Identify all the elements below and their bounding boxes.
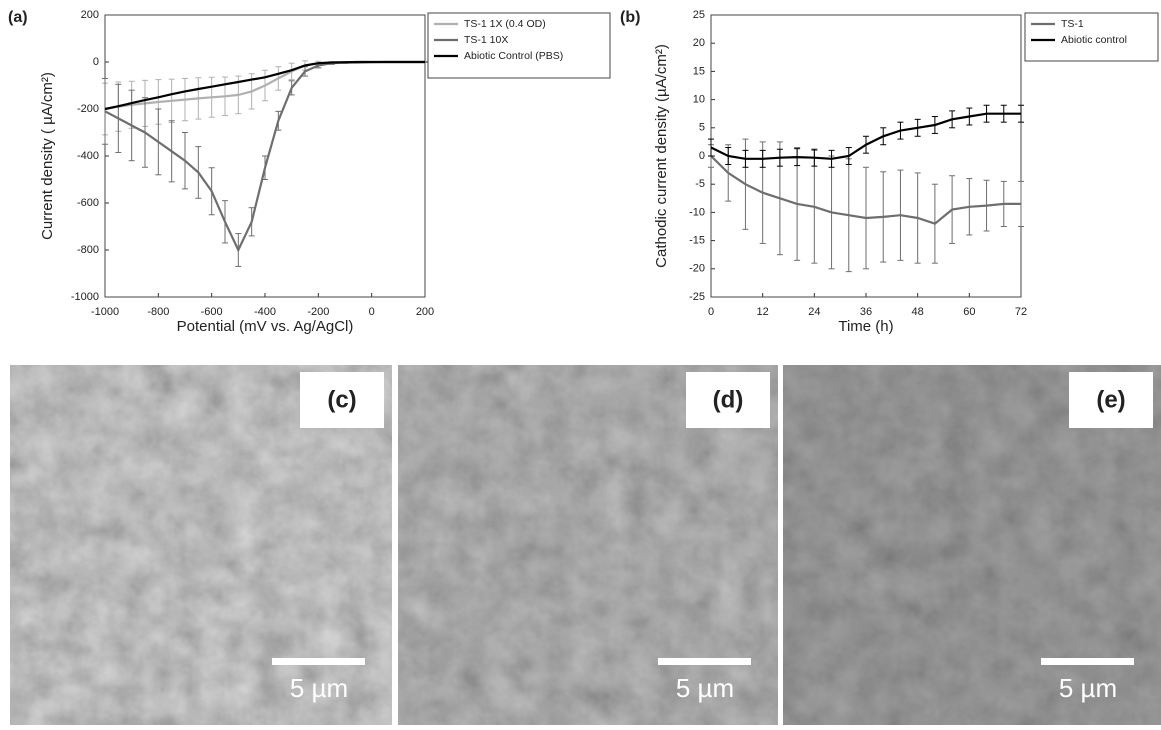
x-tick-label: 0	[708, 306, 714, 318]
y-tick-label: -25	[689, 291, 705, 303]
x-tick-label: 36	[860, 306, 872, 318]
y-tick-label: -1000	[71, 291, 99, 303]
legend-label: TS-1	[1061, 18, 1084, 30]
y-tick-label: -600	[77, 197, 99, 209]
panel-label-box	[300, 372, 384, 428]
y-tick-label: 5	[699, 122, 705, 134]
y-axis-label: Cathodic current density (µA/cm²)	[653, 44, 670, 268]
scale-label: 5 µm	[290, 673, 348, 703]
legend-label: Abiotic control	[1061, 34, 1127, 46]
x-axis-label: Potential (mV vs. Ag/AgCl)	[177, 318, 354, 335]
x-axis-label: Time (h)	[838, 318, 893, 335]
plot-frame	[104, 14, 426, 298]
series-line	[710, 155, 1021, 225]
y-axis-label: Current density ( µA/cm²)	[39, 72, 56, 240]
x-tick-label: 0	[369, 306, 375, 318]
scale-label: 5 µm	[1059, 673, 1117, 703]
legend-label: TS-1 1X (0.4 OD)	[464, 18, 546, 30]
x-tick-label: 48	[912, 306, 924, 318]
panel-label: (b)	[620, 9, 640, 26]
y-tick-label: 25	[693, 9, 705, 21]
panel-label: (c)	[327, 386, 356, 413]
y-tick-label: 10	[693, 94, 705, 106]
x-tick-label: -400	[254, 306, 276, 318]
y-tick-label: -15	[689, 235, 705, 247]
panel-label: (d)	[713, 386, 744, 413]
y-tick-label: -400	[77, 150, 99, 162]
x-tick-label: 200	[416, 306, 434, 318]
x-tick-label: 12	[757, 306, 769, 318]
x-tick-label: -1000	[91, 306, 119, 318]
panel-label: (a)	[8, 9, 28, 26]
panel-label-box	[686, 372, 770, 428]
x-tick-label: -600	[201, 306, 223, 318]
x-tick-label: -200	[307, 306, 329, 318]
scale-bar	[658, 658, 751, 665]
y-tick-label: -5	[695, 178, 705, 190]
legend-box	[427, 12, 611, 79]
x-tick-label: -800	[147, 306, 169, 318]
x-tick-label: 24	[808, 306, 820, 318]
scale-bar	[272, 658, 365, 665]
y-tick-label: 15	[693, 65, 705, 77]
y-tick-label: -200	[77, 103, 99, 115]
y-tick-label: -800	[77, 244, 99, 256]
legend-label: Abiotic Control (PBS)	[464, 50, 563, 62]
y-tick-label: -20	[689, 263, 705, 275]
y-tick-label: -10	[689, 206, 705, 218]
legend-box	[1024, 12, 1159, 62]
series-line	[104, 60, 425, 111]
scale-bar	[1041, 658, 1134, 665]
panel-label-box	[1069, 372, 1153, 428]
x-tick-label: 60	[963, 306, 975, 318]
x-tick-label: 72	[1015, 306, 1027, 318]
series-line	[710, 112, 1021, 160]
y-tick-label: 20	[693, 37, 705, 49]
series-line	[104, 60, 425, 111]
y-tick-label: 0	[93, 56, 99, 68]
y-tick-label: 0	[699, 150, 705, 162]
y-tick-label: 200	[81, 9, 99, 21]
panel-label: (e)	[1096, 386, 1125, 413]
legend-label: TS-1 10X	[464, 34, 508, 46]
scale-label: 5 µm	[676, 673, 734, 703]
